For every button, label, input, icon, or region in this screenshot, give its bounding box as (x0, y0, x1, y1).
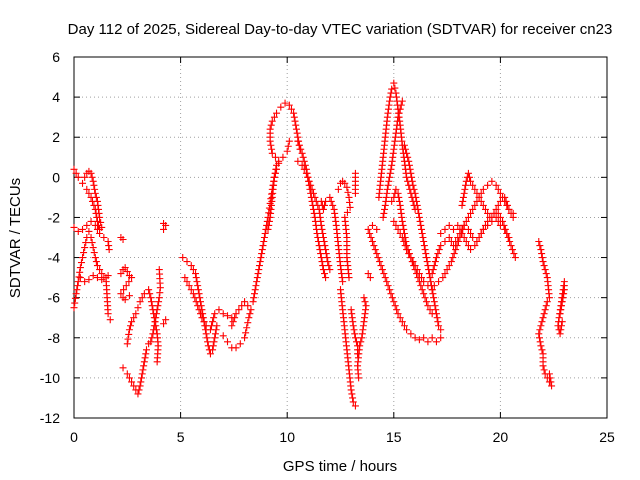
y-tick-label: -8 (48, 330, 61, 346)
x-tick-label: 0 (70, 429, 78, 445)
chart-background (0, 0, 640, 480)
y-tick-label: 6 (52, 49, 60, 65)
y-tick-label: -4 (48, 250, 61, 266)
y-tick-label: 0 (52, 169, 60, 185)
x-tick-label: 15 (386, 429, 402, 445)
y-tick-label: -10 (40, 370, 60, 386)
chart-svg: 0 5 10 15 20 25 -12 -10 -8 -6 -4 -2 0 2 4 6 Day 112 of… (0, 0, 640, 480)
x-tick-label: 10 (279, 429, 295, 445)
y-tick-label: 2 (52, 129, 60, 145)
x-tick-label: 25 (599, 429, 615, 445)
y-axis-label: SDTVAR / TECUs (7, 178, 24, 298)
x-tick-label: 20 (493, 429, 509, 445)
y-tick-label: 4 (52, 89, 60, 105)
x-tick-label: 5 (177, 429, 185, 445)
chart-title: Day 112 of 2025, Sidereal Day-to-day VTE… (68, 21, 613, 38)
y-tick-label: -2 (48, 209, 61, 225)
x-axis-label: GPS time / hours (283, 458, 397, 475)
y-tick-label: -6 (48, 290, 61, 306)
y-tick-label: -12 (40, 410, 60, 426)
